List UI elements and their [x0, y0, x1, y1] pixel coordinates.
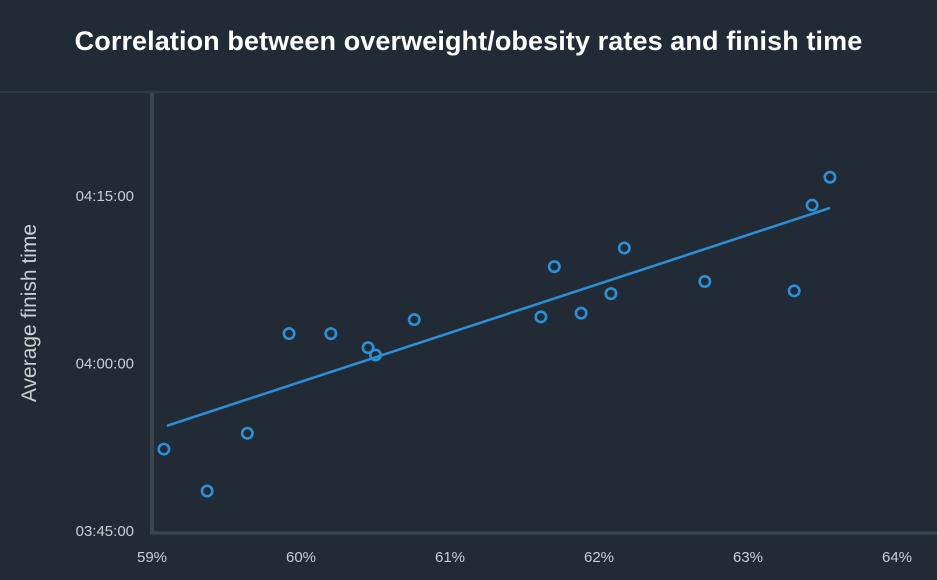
x-tick-label: 60% — [286, 549, 316, 566]
x-tick-label: 64% — [882, 549, 912, 566]
scatter-point — [574, 306, 588, 320]
scatter-point — [698, 275, 712, 289]
scatter-point — [157, 442, 171, 456]
scatter-point — [240, 426, 254, 440]
x-tick-label: 63% — [733, 549, 763, 566]
y-tick-label: 03:45:00 — [76, 523, 134, 540]
scatter-point — [604, 287, 618, 301]
x-tick-label: 61% — [435, 549, 465, 566]
scatter-point — [805, 198, 819, 212]
scatter-point — [200, 484, 214, 498]
scatter-point — [787, 284, 801, 298]
scatter-point — [407, 313, 421, 327]
x-tick-label: 62% — [584, 549, 614, 566]
y-tick-label: 04:15:00 — [76, 188, 134, 205]
x-tick-label: 59% — [137, 549, 167, 566]
scatter-point — [368, 348, 382, 362]
chart-title: Correlation between overweight/obesity r… — [74, 26, 863, 56]
scatter-point — [547, 260, 561, 274]
scatter-point — [617, 241, 631, 255]
scatter-point — [361, 341, 375, 355]
chart-header: Correlation between overweight/obesity r… — [0, 0, 937, 90]
scatter-point — [324, 327, 338, 341]
scatter-point — [823, 170, 837, 184]
trendline — [166, 206, 831, 427]
scatter-point — [534, 310, 548, 324]
scatter-point — [282, 327, 296, 341]
y-tick-label: 04:00:00 — [76, 355, 134, 372]
header-divider — [0, 91, 937, 93]
